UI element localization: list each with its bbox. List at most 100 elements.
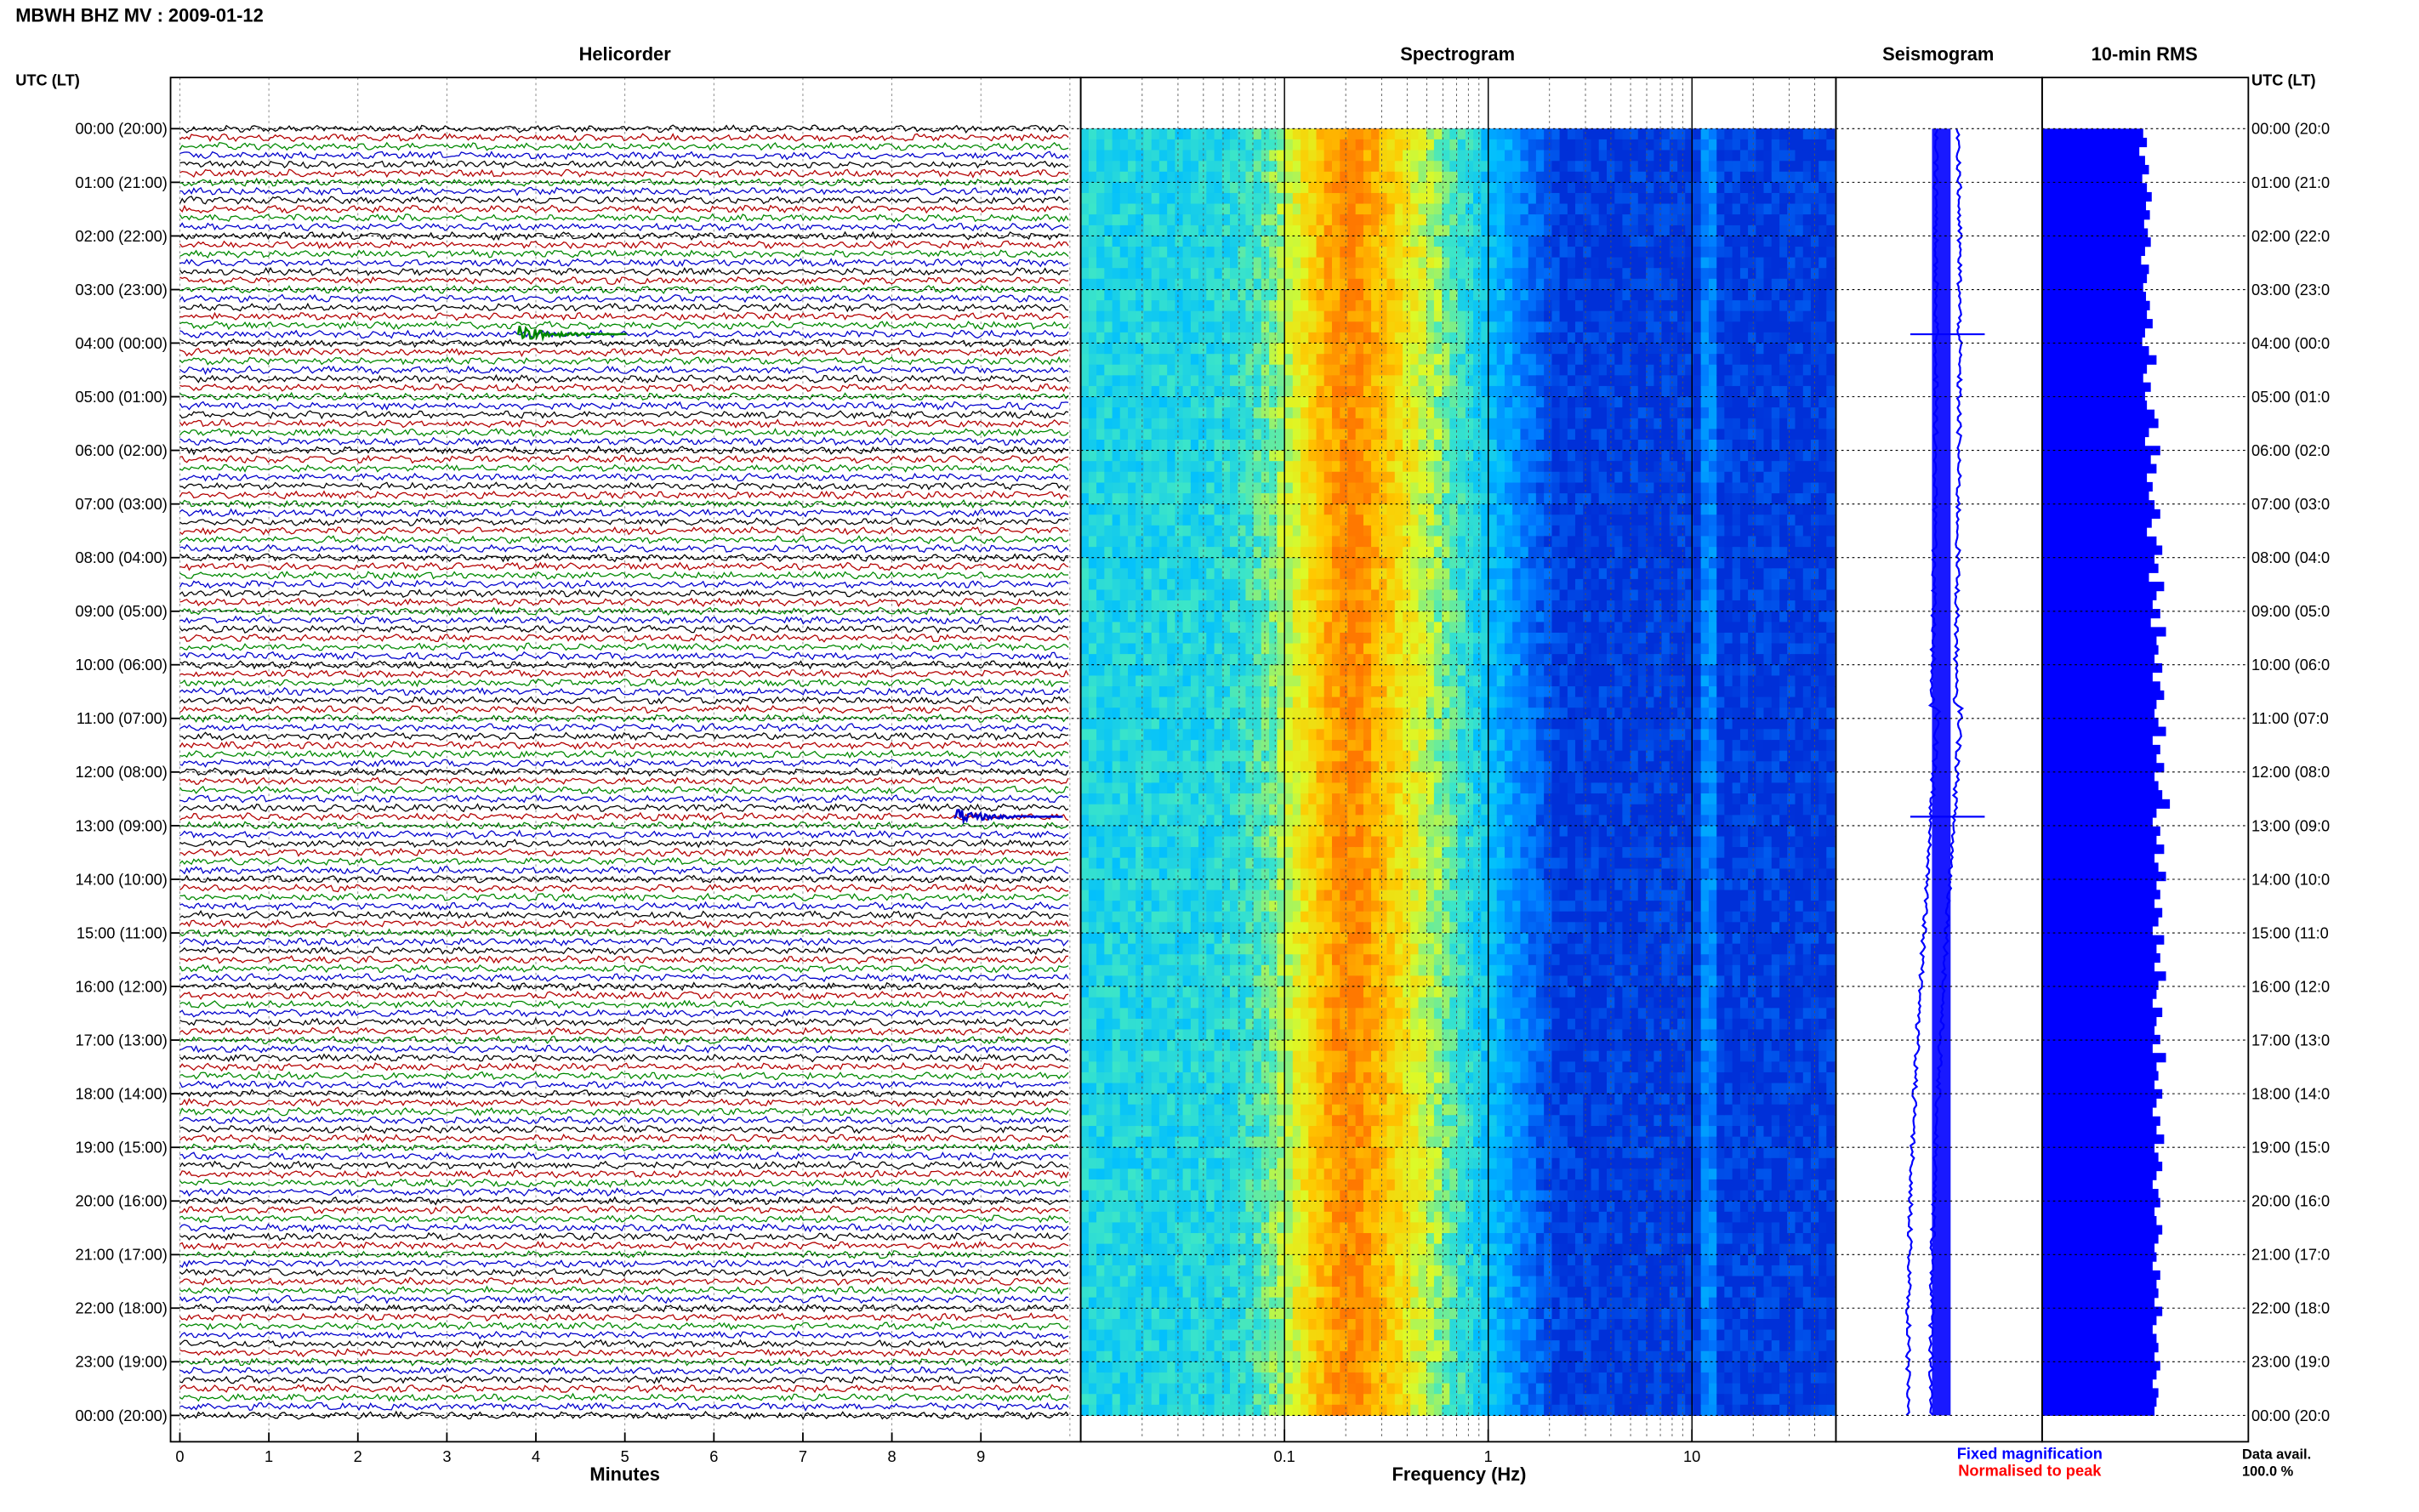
spectrogram-cell [1371,514,1380,526]
spectrogram-cell [1151,461,1160,473]
spectrogram-cell [1112,493,1121,505]
spectrogram-cell [1261,1297,1270,1309]
spectrogram-cell [1277,868,1286,880]
spectrogram-cell [1214,1350,1223,1362]
spectrogram-cell [1292,589,1301,601]
helicorder-trace-row [179,794,1069,804]
spectrogram-cell [1230,804,1239,816]
spectrogram-cell [1386,214,1396,226]
spectrogram-cell [1394,396,1403,408]
spectrogram-cell [1316,1350,1325,1362]
spectrogram-cell [1379,418,1388,429]
spectrogram-cell [1347,654,1357,666]
spectrogram-cell [1096,1394,1106,1406]
spectrogram-cell [1308,1104,1318,1116]
spectrogram-cell [1206,1104,1215,1116]
spectrogram-cell [1379,225,1388,237]
spectrogram-cell [1308,1136,1318,1148]
spectrogram-cell [1119,696,1129,708]
spectrogram-cell [1214,782,1223,794]
spectrogram-cell [1104,578,1113,591]
spectrogram-cell [1316,1243,1325,1255]
spectrogram-cell [1198,654,1208,666]
spectrogram-cell [1371,182,1380,194]
spectrogram-cell [1119,1201,1129,1213]
spectrogram-cell [1088,997,1097,1009]
spectrogram-cell [1175,440,1184,452]
spectrogram-cell [1301,815,1310,827]
spectrogram-cell [1136,1040,1145,1052]
spectrogram-cell [1253,622,1262,634]
spectrogram-cell [1355,310,1364,322]
spectrogram-cell [1379,1104,1388,1116]
spectrogram-cell [1323,203,1333,215]
spectrogram-cell [1379,128,1388,140]
spectrogram-cell [1158,675,1168,687]
spectrogram-cell [1284,203,1294,215]
spectrogram-cell [1128,847,1137,859]
spectrogram-cell [1214,804,1223,816]
spectrogram-cell [1175,1254,1184,1266]
spectrogram-cell [1112,664,1121,676]
spectrogram-cell [1277,150,1286,162]
helicorder-trace-row [179,821,1069,831]
spectrogram-cell [1158,1361,1168,1373]
spectrogram-cell [1253,364,1262,376]
spectrogram-cell [1112,128,1121,140]
spectrogram-cell [1253,1157,1262,1169]
spectrogram-cell [1221,675,1231,687]
spectrogram-cell [1151,890,1160,901]
spectrogram-cell [1245,954,1255,966]
spectrogram-cell [1316,1094,1325,1106]
spectrogram-cell [1128,128,1137,140]
spectrogram-cell [1386,236,1396,247]
spectrogram-cell [1143,493,1153,505]
spectrogram-cell [1379,857,1388,869]
spectrogram-cell [1261,879,1270,891]
spectrogram-cell [1323,461,1333,473]
spectrogram-cell [1371,321,1380,333]
spectrogram-cell [1151,879,1160,891]
spectrogram-cell [1292,1190,1301,1202]
spectrogram-cell [1198,171,1208,183]
spectrogram-cell [1269,954,1278,966]
spectrogram-cell [1269,364,1278,376]
spectrogram-cell [1261,450,1270,462]
spectrogram-cell [1394,247,1403,259]
spectrogram-cell [1316,471,1325,483]
spectrogram-cell [1261,793,1270,805]
spectrogram-cell [1167,1083,1176,1094]
spectrogram-cell [1167,901,1176,912]
spectrogram-cell [1277,1254,1286,1266]
spectrogram-cell [1379,214,1388,226]
spectrogram-cell [1128,750,1137,762]
spectrogram-cell [1119,1372,1129,1384]
spectrogram-cell [1355,761,1364,773]
spectrogram-cell [1151,750,1160,762]
spectrogram-cell [1386,1071,1396,1084]
spectrogram-cell [1088,1297,1097,1309]
spectrogram-cell [1363,214,1372,226]
spectrogram-cell [1308,954,1318,966]
spectrogram-cell [1143,686,1153,698]
spectrogram-cell [1221,482,1231,494]
spectrogram-cell [1088,1061,1097,1073]
spectrogram-cell [1308,343,1318,355]
spectrogram-cell [1088,450,1097,462]
spectrogram-cell [1175,943,1184,955]
spectrogram-cell [1221,1361,1231,1373]
helicorder-trace-row [179,1241,1069,1251]
spectrogram-cell [1096,1254,1106,1266]
spectrogram-cell [1112,396,1121,408]
spectrogram-cell [1230,868,1239,880]
spectrogram-cell [1151,321,1160,333]
spectrogram-cell [1151,922,1160,934]
spectrogram-cell [1143,192,1153,205]
spectrogram-cell [1238,1372,1247,1384]
helicorder-trace-row [179,883,1069,894]
spectrogram-cell [1238,1126,1247,1138]
spectrogram-cell [1136,578,1145,591]
spectrogram-cell [1119,1383,1129,1395]
spectrogram-cell [1136,664,1145,676]
spectrogram-cell [1088,310,1097,322]
